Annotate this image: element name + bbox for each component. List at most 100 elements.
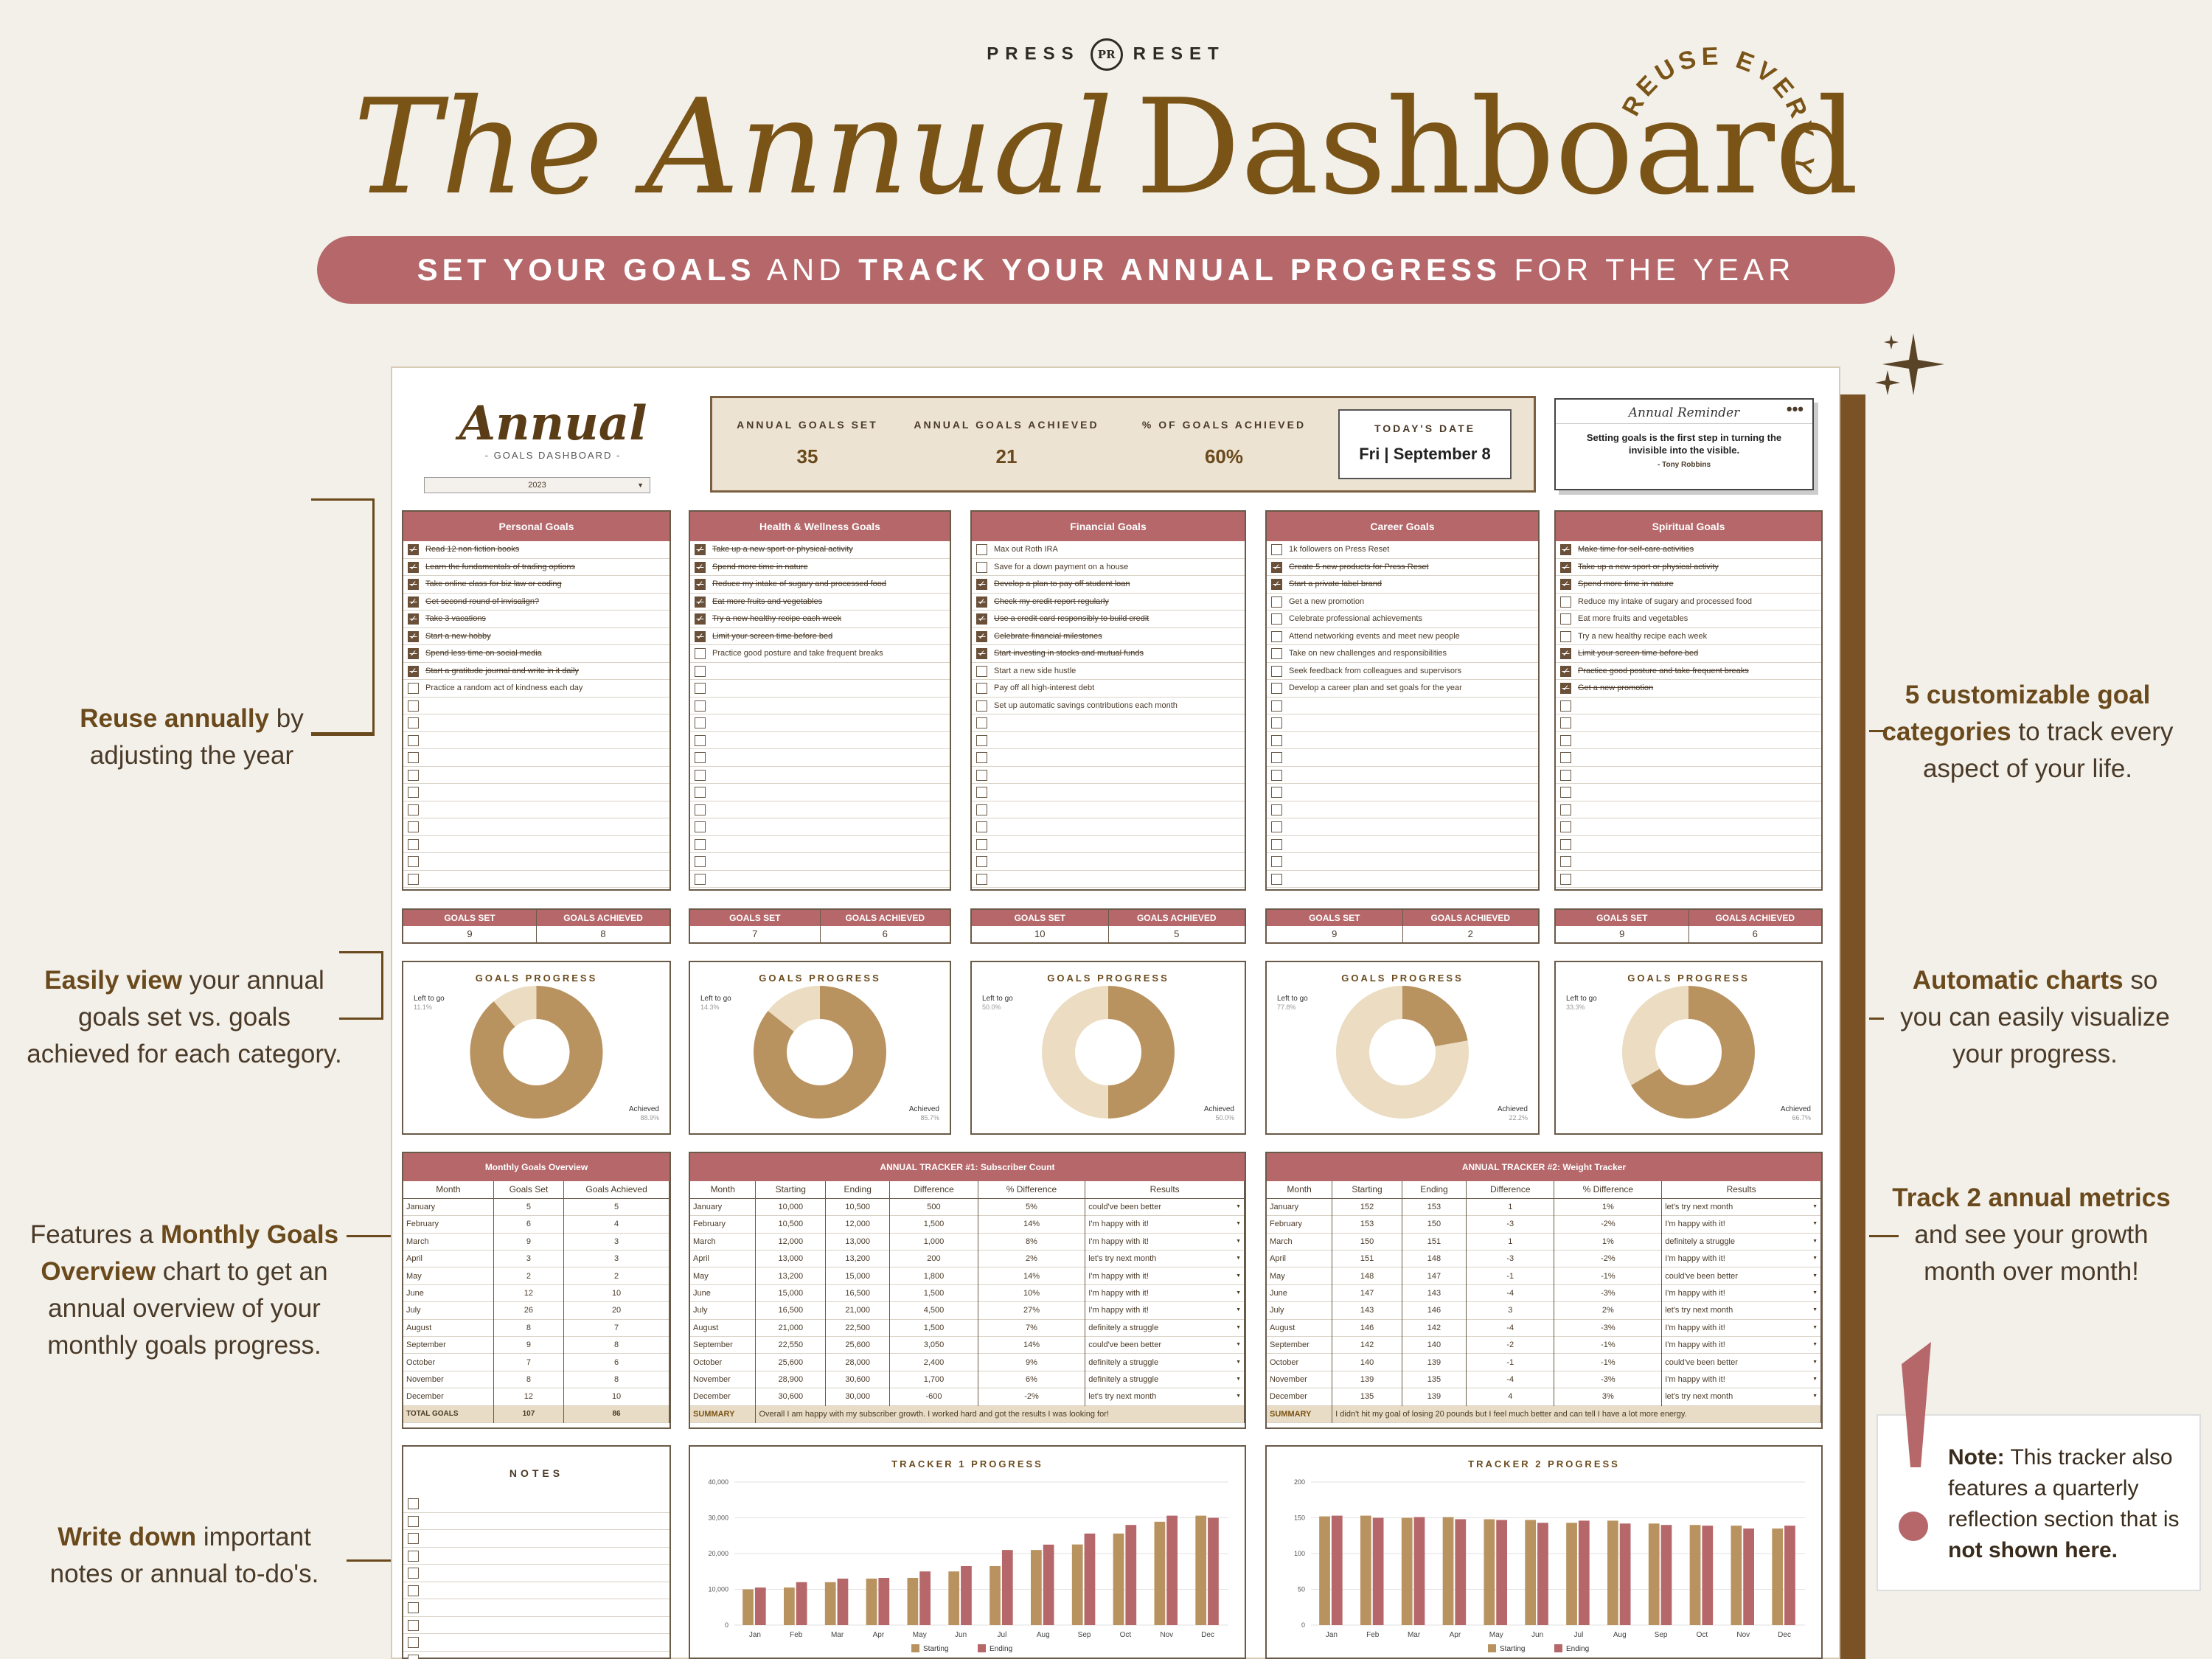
note-checkbox[interactable]	[408, 1515, 419, 1527]
table-cell[interactable]: let's try next month ▼	[1085, 1388, 1245, 1406]
goal-checkbox[interactable]	[1271, 752, 1282, 763]
goal-checkbox[interactable]: ✓	[408, 579, 419, 590]
goal-checkbox[interactable]	[1560, 787, 1571, 798]
goal-checkbox[interactable]	[408, 787, 419, 798]
goal-checkbox[interactable]	[1271, 856, 1282, 867]
goal-checkbox[interactable]	[1271, 873, 1282, 885]
goal-checkbox[interactable]: ✓	[976, 579, 987, 590]
goal-checkbox[interactable]	[1560, 752, 1571, 763]
note-checkbox[interactable]	[408, 1498, 419, 1509]
goal-checkbox[interactable]: ✓	[1560, 579, 1571, 590]
goal-checkbox[interactable]	[695, 734, 706, 746]
goal-checkbox[interactable]: ✓	[408, 596, 419, 608]
goal-checkbox[interactable]	[1560, 613, 1571, 625]
goal-checkbox[interactable]: ✓	[695, 613, 706, 625]
goal-checkbox[interactable]	[976, 683, 987, 694]
goal-checkbox[interactable]: ✓	[408, 648, 419, 659]
goal-checkbox[interactable]	[695, 683, 706, 694]
goal-checkbox[interactable]	[408, 873, 419, 885]
note-checkbox[interactable]	[408, 1602, 419, 1613]
table-cell[interactable]: let's try next month ▼	[1661, 1388, 1821, 1406]
goal-checkbox[interactable]	[976, 717, 987, 728]
goal-checkbox[interactable]: ✓	[408, 630, 419, 642]
goal-checkbox[interactable]	[1560, 734, 1571, 746]
goal-checkbox[interactable]: ✓	[1560, 561, 1571, 573]
table-cell[interactable]: I'm happy with it! ▼	[1661, 1319, 1821, 1337]
table-cell[interactable]: let's try next month ▼	[1661, 1301, 1821, 1320]
goal-checkbox[interactable]: ✓	[976, 613, 987, 625]
goal-checkbox[interactable]	[1271, 630, 1282, 642]
goal-checkbox[interactable]	[1271, 648, 1282, 659]
goal-checkbox[interactable]	[695, 648, 706, 659]
more-icon[interactable]: •••	[1786, 400, 1804, 418]
goal-checkbox[interactable]	[1271, 544, 1282, 555]
goal-checkbox[interactable]	[976, 838, 987, 850]
goal-checkbox[interactable]: ✓	[1560, 544, 1571, 555]
table-cell[interactable]: I'm happy with it! ▼	[1661, 1284, 1821, 1302]
goal-checkbox[interactable]	[976, 544, 987, 555]
goal-checkbox[interactable]: ✓	[695, 561, 706, 573]
note-checkbox[interactable]	[408, 1637, 419, 1648]
goal-checkbox[interactable]: ✓	[1560, 648, 1571, 659]
goal-checkbox[interactable]	[408, 700, 419, 712]
goal-checkbox[interactable]	[1271, 613, 1282, 625]
goal-checkbox[interactable]	[408, 838, 419, 850]
goal-checkbox[interactable]	[695, 856, 706, 867]
goal-checkbox[interactable]	[976, 804, 987, 815]
goal-checkbox[interactable]: ✓	[408, 665, 419, 677]
goal-checkbox[interactable]	[695, 700, 706, 712]
goal-checkbox[interactable]	[695, 787, 706, 798]
goal-checkbox[interactable]: ✓	[1271, 561, 1282, 573]
goal-checkbox[interactable]	[1271, 596, 1282, 608]
goal-checkbox[interactable]: ✓	[976, 596, 987, 608]
goal-checkbox[interactable]	[695, 665, 706, 677]
goal-checkbox[interactable]	[1560, 596, 1571, 608]
goal-checkbox[interactable]	[1271, 838, 1282, 850]
goal-checkbox[interactable]	[976, 873, 987, 885]
goal-checkbox[interactable]: ✓	[408, 544, 419, 555]
goal-checkbox[interactable]	[695, 769, 706, 781]
table-cell[interactable]: I'm happy with it! ▼	[1085, 1233, 1245, 1251]
table-cell[interactable]: I'm happy with it! ▼	[1661, 1215, 1821, 1234]
goal-checkbox[interactable]	[1271, 665, 1282, 677]
goal-checkbox[interactable]	[408, 804, 419, 815]
goal-checkbox[interactable]	[976, 856, 987, 867]
goal-checkbox[interactable]	[976, 787, 987, 798]
goal-checkbox[interactable]: ✓	[408, 561, 419, 573]
table-cell[interactable]: could've been better ▼	[1085, 1336, 1245, 1354]
table-cell[interactable]: definitely a struggle ▼	[1085, 1353, 1245, 1371]
goal-checkbox[interactable]	[1560, 630, 1571, 642]
table-cell[interactable]: I'm happy with it! ▼	[1661, 1250, 1821, 1267]
goal-checkbox[interactable]	[1271, 769, 1282, 781]
year-select[interactable]: 2023 ▼	[424, 477, 650, 493]
goal-checkbox[interactable]: ✓	[408, 613, 419, 625]
goal-checkbox[interactable]	[695, 873, 706, 885]
goal-checkbox[interactable]: ✓	[695, 596, 706, 608]
table-cell[interactable]: could've been better ▼	[1085, 1198, 1245, 1216]
goal-checkbox[interactable]	[695, 804, 706, 815]
goal-checkbox[interactable]: ✓	[976, 630, 987, 642]
table-cell[interactable]: let's try next month ▼	[1661, 1198, 1821, 1216]
note-checkbox[interactable]	[408, 1619, 419, 1631]
table-cell[interactable]: could've been better ▼	[1661, 1353, 1821, 1371]
goal-checkbox[interactable]: ✓	[976, 648, 987, 659]
note-checkbox[interactable]	[408, 1533, 419, 1544]
goal-checkbox[interactable]	[1560, 804, 1571, 815]
table-cell[interactable]: I'm happy with it! ▼	[1085, 1215, 1245, 1234]
goal-checkbox[interactable]	[976, 665, 987, 677]
table-cell[interactable]: I'm happy with it! ▼	[1085, 1301, 1245, 1320]
note-checkbox[interactable]	[408, 1568, 419, 1579]
table-cell[interactable]: I'm happy with it! ▼	[1661, 1371, 1821, 1388]
goal-checkbox[interactable]: ✓	[1271, 579, 1282, 590]
goal-checkbox[interactable]: ✓	[1560, 683, 1571, 694]
table-cell[interactable]: I'm happy with it! ▼	[1661, 1336, 1821, 1354]
goal-checkbox[interactable]	[1560, 769, 1571, 781]
goal-checkbox[interactable]	[1560, 873, 1571, 885]
goal-checkbox[interactable]	[1271, 787, 1282, 798]
goal-checkbox[interactable]	[1271, 821, 1282, 832]
goal-checkbox[interactable]	[695, 717, 706, 728]
goal-checkbox[interactable]	[408, 821, 419, 832]
goal-checkbox[interactable]	[408, 734, 419, 746]
goal-checkbox[interactable]	[1560, 700, 1571, 712]
table-cell[interactable]: let's try next month ▼	[1085, 1250, 1245, 1267]
